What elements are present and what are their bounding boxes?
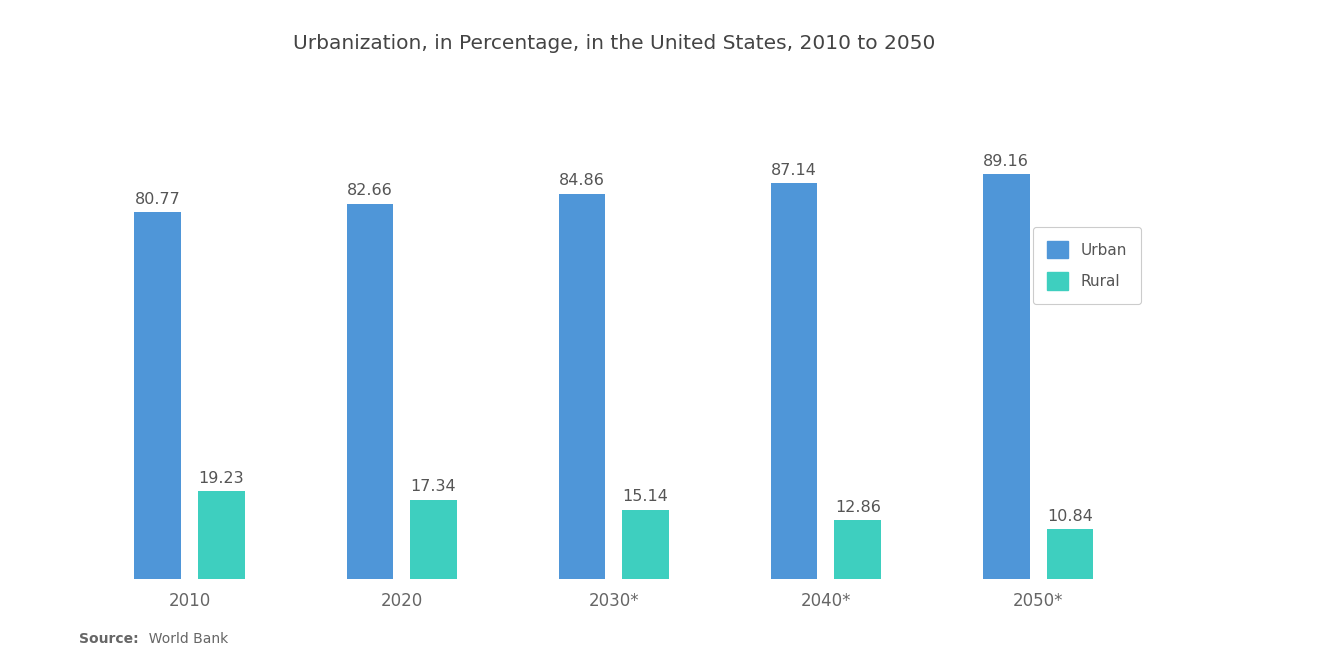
Bar <box>411 500 457 579</box>
Text: 80.77: 80.77 <box>135 192 181 207</box>
Bar <box>1047 529 1093 579</box>
Title: Urbanization, in Percentage, in the United States, 2010 to 2050: Urbanization, in Percentage, in the Unit… <box>293 34 935 53</box>
Text: 17.34: 17.34 <box>411 479 457 495</box>
Text: 19.23: 19.23 <box>198 471 244 486</box>
Text: World Bank: World Bank <box>140 632 228 646</box>
Text: 89.16: 89.16 <box>983 154 1030 169</box>
Text: 82.66: 82.66 <box>347 184 393 198</box>
Bar <box>135 212 181 579</box>
Text: 87.14: 87.14 <box>771 163 817 178</box>
Text: 10.84: 10.84 <box>1047 509 1093 524</box>
Bar <box>558 194 606 579</box>
Text: 12.86: 12.86 <box>834 500 880 515</box>
Bar <box>622 510 669 579</box>
Bar <box>771 184 817 579</box>
Text: 15.14: 15.14 <box>623 489 668 505</box>
Legend: Urban, Rural: Urban, Rural <box>1034 227 1140 304</box>
Text: Source:: Source: <box>79 632 139 646</box>
Bar <box>198 491 244 579</box>
Text: 84.86: 84.86 <box>560 174 605 188</box>
Bar <box>834 520 882 579</box>
Bar <box>347 203 393 579</box>
Bar <box>983 174 1030 579</box>
